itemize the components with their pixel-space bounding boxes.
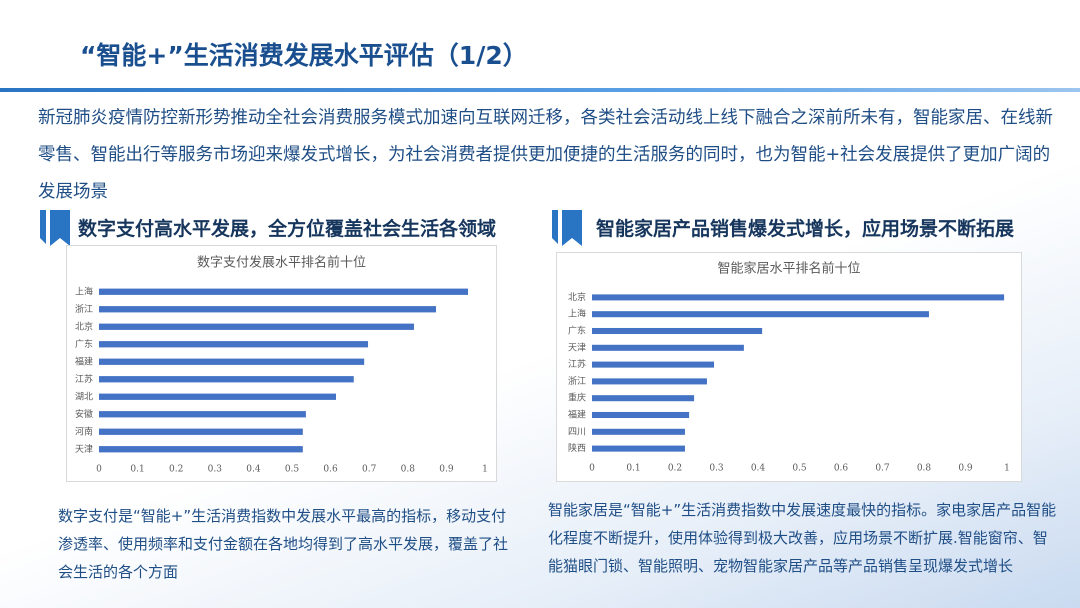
- x-tick-label: 0.6: [323, 465, 338, 475]
- y-tick-label: 四川: [568, 427, 586, 437]
- section-caption: 智能家居是“智能+”生活消费指数中发展速度最快的指标。家电家居产品智能化程度不断…: [548, 501, 1057, 575]
- bar: [592, 378, 707, 385]
- y-tick-label: 上海: [75, 285, 93, 297]
- section-heading: 数字支付高水平发展，全方位覆盖社会生活各领域: [78, 218, 497, 240]
- chart-title: 智能家居水平排名前十位: [717, 261, 860, 277]
- x-tick-label: 0.9: [958, 464, 973, 474]
- x-tick-label: 0.3: [709, 464, 724, 474]
- bar: [99, 376, 354, 383]
- chart-title: 数字支付发展水平排名前十位: [197, 255, 366, 271]
- bar: [99, 323, 414, 330]
- y-tick-label: 福建: [75, 355, 93, 367]
- x-tick-label: 0.8: [401, 465, 416, 475]
- bar: [99, 393, 337, 400]
- y-tick-label: 北京: [568, 291, 586, 303]
- bar: [99, 358, 365, 365]
- x-tick-label: 0.7: [875, 464, 890, 474]
- x-tick-label: 0.7: [362, 465, 377, 475]
- title-rule: [0, 88, 1080, 92]
- x-tick-label: 0.2: [668, 464, 682, 474]
- x-tick-label: 0.8: [917, 464, 932, 474]
- x-tick-label: 0: [96, 465, 102, 475]
- y-tick-label: 天津: [75, 444, 93, 455]
- y-tick-label: 福建: [568, 409, 586, 421]
- x-tick-label: 0.2: [169, 465, 183, 475]
- y-tick-label: 北京: [75, 320, 93, 332]
- bar: [592, 294, 1005, 301]
- heading-icon: [552, 210, 582, 246]
- bar: [592, 428, 685, 435]
- x-tick-label: 0.4: [751, 464, 766, 474]
- bar: [592, 395, 695, 402]
- bar: [99, 446, 303, 453]
- y-tick-label: 天津: [568, 342, 586, 353]
- y-tick-label: 广东: [568, 325, 586, 337]
- chart: 数字支付发展水平排名前十位 0 0.1 0.2 0.3 0.4 0.5 0.6 0.7 0.8 0.…: [66, 245, 497, 482]
- x-tick-label: 0.1: [130, 465, 144, 475]
- bar: [592, 411, 690, 419]
- y-tick-label: 重庆: [568, 392, 586, 404]
- y-tick-label: 河南: [75, 425, 93, 437]
- y-tick-label: 浙江: [568, 375, 586, 387]
- x-tick-label: 1: [482, 465, 488, 475]
- y-tick-label: 江苏: [75, 373, 93, 385]
- heading-icon: [40, 210, 70, 246]
- bar: [99, 428, 303, 435]
- x-tick-label: 0.5: [285, 465, 300, 475]
- slide-title: “智能+”生活消费发展水平评估（1/2）: [80, 41, 528, 70]
- bar: [592, 344, 744, 351]
- bar: [592, 327, 763, 335]
- y-tick-label: 陕西: [568, 442, 586, 454]
- bar: [99, 411, 306, 418]
- bar: [592, 445, 685, 452]
- x-tick-label: 0.6: [834, 464, 849, 474]
- x-tick-label: 0.3: [208, 465, 223, 475]
- x-tick-label: 0: [589, 464, 595, 474]
- bar: [592, 361, 715, 368]
- section-caption: 数字支付是“智能+”生活消费指数中发展水平最高的指标，移动支付渗透率、使用频率和…: [58, 507, 509, 581]
- chart: 智能家居水平排名前十位 0 0.1 0.2 0.3 0.4 0.5 0.6 0.7 0.8 0.9 1…: [556, 252, 1022, 482]
- x-tick-label: 0.9: [439, 465, 454, 475]
- x-tick-label: 0.1: [626, 464, 640, 474]
- bar: [592, 311, 929, 318]
- y-tick-label: 江苏: [568, 358, 586, 370]
- bar: [99, 288, 469, 295]
- bar: [99, 341, 369, 348]
- y-tick-label: 广东: [75, 338, 93, 350]
- x-tick-label: 1: [1004, 464, 1010, 474]
- bar: [99, 306, 436, 313]
- intro-text: 新冠肺炎疫情防控新形势推动全社会消费服务模式加速向互联网迁移，各类社会活动线上线…: [38, 108, 1053, 202]
- section-heading: 智能家居产品销售爆发式增长，应用场景不断拓展: [596, 218, 1015, 240]
- x-tick-label: 0.5: [792, 464, 807, 474]
- y-tick-label: 安徽: [75, 408, 93, 420]
- y-tick-label: 浙江: [75, 303, 93, 315]
- x-tick-label: 0.4: [246, 465, 261, 475]
- y-tick-label: 上海: [568, 308, 586, 320]
- y-tick-label: 湖北: [75, 391, 93, 402]
